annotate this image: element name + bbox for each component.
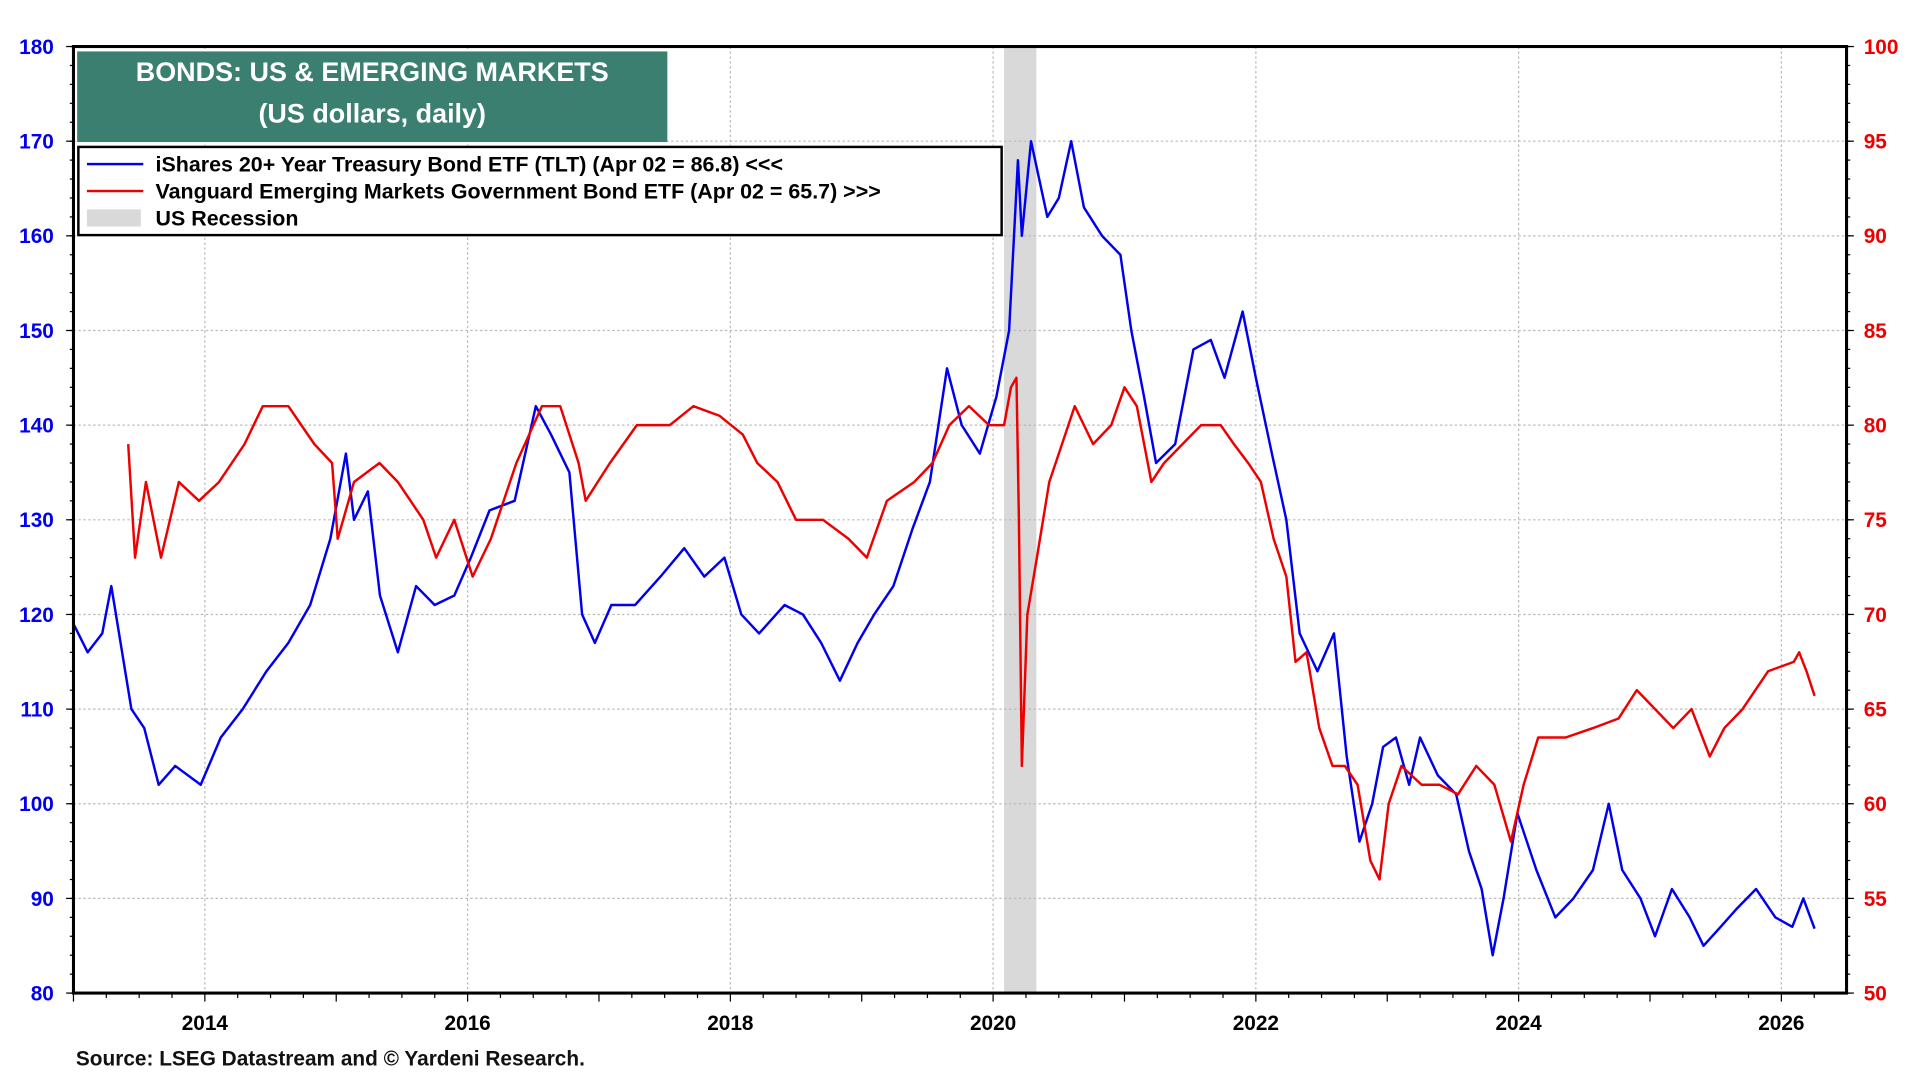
x-tick-label: 2026 xyxy=(1758,1012,1804,1035)
y-left-tick-label: 90 xyxy=(31,888,54,911)
legend-swatch-gray xyxy=(86,209,141,227)
legend-item-em-bond: Vanguard Emerging Markets Government Bon… xyxy=(86,178,881,205)
y-left-tick-label: 100 xyxy=(19,793,54,816)
y-right-tick-label: 90 xyxy=(1864,225,1887,248)
legend-swatch-blue xyxy=(86,162,144,166)
y-right-tick-label: 70 xyxy=(1864,604,1887,627)
chart-title: BONDS: US & EMERGING MARKETS xyxy=(135,56,609,87)
legend-label: Vanguard Emerging Markets Government Bon… xyxy=(155,178,881,203)
series-line-em-bond xyxy=(126,376,1816,881)
series-line-tlt xyxy=(72,139,1816,957)
x-tick-label: 2022 xyxy=(1233,1012,1279,1035)
y-right-tick-label: 50 xyxy=(1864,982,1887,1005)
y-right-tick-label: 65 xyxy=(1864,698,1887,721)
y-left-tick-label: 160 xyxy=(19,225,54,248)
y-right-tick-label: 75 xyxy=(1864,509,1887,532)
y-left-tick-label: 180 xyxy=(19,36,54,59)
y-right-tick-label: 60 xyxy=(1864,793,1887,816)
chart-subtitle: (US dollars, daily) xyxy=(258,97,487,129)
legend-label: iShares 20+ Year Treasury Bond ETF (TLT)… xyxy=(155,151,783,176)
x-tick-label: 2018 xyxy=(707,1012,753,1035)
x-tick-label: 2016 xyxy=(444,1012,490,1035)
y-right-tick-label: 95 xyxy=(1864,131,1887,154)
legend-label: US Recession xyxy=(155,205,299,230)
y-right-tick-label: 55 xyxy=(1864,888,1887,911)
y-right-tick-label: 80 xyxy=(1864,414,1887,437)
legend-item-recession: US Recession xyxy=(86,204,299,231)
source-note: Source: LSEG Datastream and © Yardeni Re… xyxy=(75,1046,585,1071)
y-right-tick-label: 85 xyxy=(1864,320,1887,343)
x-tick-label: 2024 xyxy=(1495,1012,1542,1035)
y-left-tick-label: 110 xyxy=(20,698,54,721)
y-left-tick-label: 150 xyxy=(19,320,54,343)
x-tick-label: 2020 xyxy=(970,1012,1016,1035)
legend: iShares 20+ Year Treasury Bond ETF (TLT)… xyxy=(77,145,1003,237)
y-left-tick-label: 80 xyxy=(31,982,54,1005)
legend-item-tlt: iShares 20+ Year Treasury Bond ETF (TLT)… xyxy=(86,151,783,178)
y-right-tick-label: 100 xyxy=(1864,36,1899,59)
y-left-tick-label: 130 xyxy=(19,509,54,532)
x-tick-label: 2014 xyxy=(182,1012,229,1035)
y-left-tick-label: 140 xyxy=(19,414,54,437)
chart-title-box: BONDS: US & EMERGING MARKETS (US dollars… xyxy=(77,51,668,143)
legend-swatch-red xyxy=(86,189,144,193)
y-left-tick-label: 120 xyxy=(19,604,54,627)
y-left-tick-label: 170 xyxy=(19,131,54,154)
